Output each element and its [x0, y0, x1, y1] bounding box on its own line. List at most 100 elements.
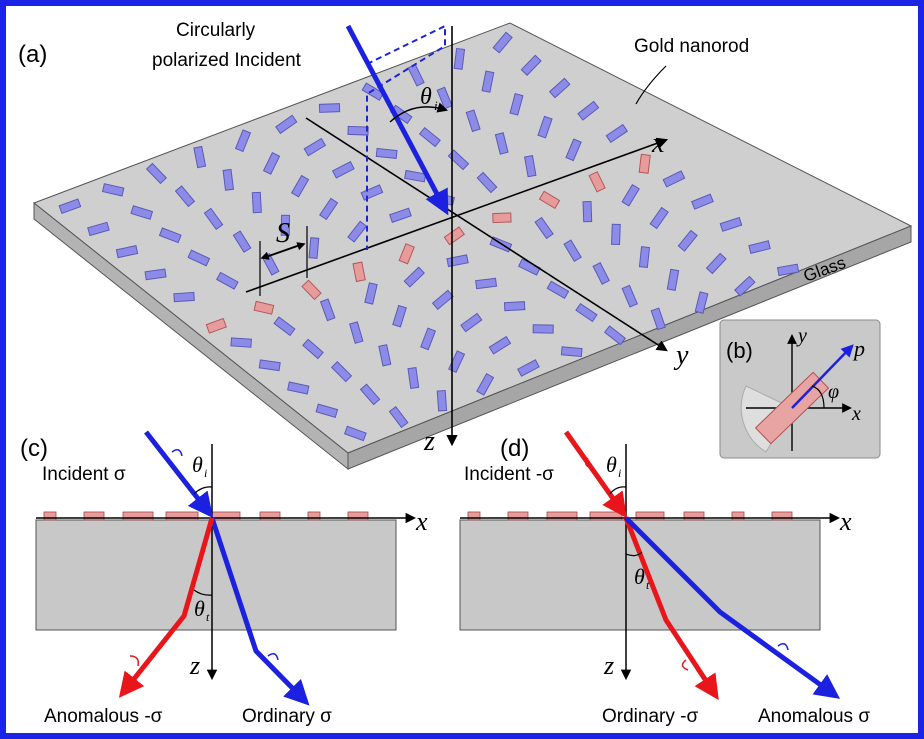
gold-nanorod	[666, 268, 680, 291]
gold-nanorod	[517, 359, 540, 377]
incident-projection-dashed	[366, 24, 446, 250]
gold-nanorod	[222, 168, 235, 191]
gold-nanorod	[404, 169, 427, 183]
cross-section-nanorod	[307, 511, 321, 521]
panel-d-z-label: z	[603, 651, 614, 680]
figure-canvas: (a) Circularly polarized Incident Gold n…	[18, 20, 913, 727]
panel-d-theta-t-arc	[625, 551, 643, 557]
gold-nanorod	[548, 77, 571, 99]
panel-b-rod-orientation: (b) y x p φ	[719, 319, 881, 459]
panel-c-cross-section-sigma: (c) Incident σ θ i θ t x z Anomalous -σ …	[20, 430, 428, 727]
nanorod-pointer	[635, 65, 667, 105]
panel-c-theta-t: θ	[194, 596, 205, 621]
gold-nanorod	[389, 207, 412, 223]
cross-section-nanorod	[122, 511, 154, 521]
gold-nanorod	[58, 198, 82, 215]
z-axis-label: z	[423, 426, 435, 457]
cross-section-nanorod	[589, 511, 623, 521]
panel-a-label: (a)	[18, 41, 47, 68]
panel-c-ordinary-label: Ordinary σ	[242, 706, 332, 727]
gold-nanorod	[330, 361, 353, 383]
cross-section-nanorod	[467, 511, 481, 521]
gold-nanorod	[87, 221, 110, 237]
gold-nanorod	[649, 206, 669, 230]
gold-nanorod	[638, 246, 651, 269]
gold-nanorod	[748, 240, 771, 254]
highlighted-nanorod	[352, 261, 366, 283]
gold-nanorod	[193, 145, 207, 169]
gold-nanorod	[378, 344, 392, 367]
cross-section-nanorod	[546, 511, 578, 521]
gold-nanorod	[592, 262, 610, 285]
gold-nanorod	[349, 321, 364, 344]
gold-nanorod	[436, 389, 448, 412]
cross-section-nanorod	[347, 511, 369, 521]
panel-d-theta-i: θ	[606, 452, 617, 477]
gold-nanorod	[503, 301, 526, 312]
gold-nanorod	[418, 126, 441, 148]
gold-nanorod	[273, 316, 296, 337]
panel-c-incident-beam	[144, 430, 214, 518]
panel-c-theta-i-arc	[193, 486, 213, 495]
panel-b-phi-label: φ	[828, 381, 839, 403]
gold-nanorod	[101, 183, 125, 197]
gold-nanorod	[691, 193, 714, 210]
period-arrow	[263, 242, 306, 259]
highlighted-nanorod	[253, 300, 275, 315]
panel-c-ordinary-beam	[209, 517, 310, 706]
panel-c-x-label: x	[415, 507, 428, 536]
gold-nanorod	[359, 383, 381, 406]
highlighted-nanorod	[301, 279, 322, 301]
panel-d-ordinary-beam	[623, 517, 719, 701]
panel-b-p-vector	[791, 344, 854, 409]
gold-nanorod	[447, 149, 470, 171]
gold-nanorod	[290, 174, 310, 198]
gold-nanorod	[520, 54, 542, 76]
gold-nanorod	[407, 366, 420, 390]
gold-nanorod	[577, 100, 600, 121]
gold-nanorod-label: Gold nanorod	[634, 36, 749, 57]
gold-nanorod	[662, 170, 686, 188]
gold-nanorod	[318, 103, 341, 113]
cross-section-nanorod	[635, 511, 665, 521]
panel-c-anomalous-beam	[118, 517, 215, 698]
gold-nanorod	[364, 282, 378, 305]
panel-b-label: (b)	[726, 338, 753, 363]
cross-section-nanorod	[731, 511, 745, 521]
gold-nanorod	[605, 123, 629, 144]
gold-nanorod	[492, 31, 513, 54]
gold-nanorod	[319, 197, 339, 221]
panel-d-ordinary-label: Ordinary -σ	[602, 706, 698, 727]
panel-d-anomalous-label: Anomalous σ	[758, 706, 870, 727]
gold-nanorod	[331, 161, 355, 179]
gold-nanorod	[476, 171, 498, 194]
cross-section-nanorod	[771, 511, 793, 521]
panel-d-cross-section-minus-sigma: (d) Incident -σ θ i θ t x z Ordinary -σ …	[459, 430, 870, 727]
panel-c-anomalous-label: Anomalous -σ	[44, 706, 163, 727]
gold-nanorod	[375, 147, 398, 160]
gold-nanorod	[392, 304, 407, 328]
gold-nanorod	[475, 277, 498, 290]
gold-nanorod	[388, 405, 409, 429]
gold-nanorod	[115, 245, 139, 259]
gold-nanorod	[174, 185, 196, 208]
panel-c-incident-label: Incident σ	[42, 464, 126, 485]
highlighted-nanorod	[588, 171, 606, 193]
theta-i-symbol: θ	[420, 84, 432, 110]
gold-nanorod	[453, 47, 466, 70]
gold-nanorod	[173, 291, 195, 303]
gold-nanorod	[287, 381, 310, 395]
panel-a-metasurface-3d: (a) Circularly polarized Incident Gold n…	[18, 20, 913, 471]
gold-nanorod	[144, 268, 167, 281]
panel-c-z-label: z	[189, 651, 200, 680]
highlighted-nanorod	[398, 243, 415, 265]
panel-d-label: (d)	[500, 435, 529, 462]
gold-nanorod	[315, 403, 339, 418]
gold-nanorod	[705, 252, 727, 275]
panel-c-theta-t-sub: t	[206, 610, 210, 624]
gold-nanorod	[232, 230, 252, 253]
cross-section-nanorod	[83, 511, 105, 521]
gold-nanorod	[650, 307, 666, 331]
panel-d-theta-t: θ	[634, 564, 645, 589]
